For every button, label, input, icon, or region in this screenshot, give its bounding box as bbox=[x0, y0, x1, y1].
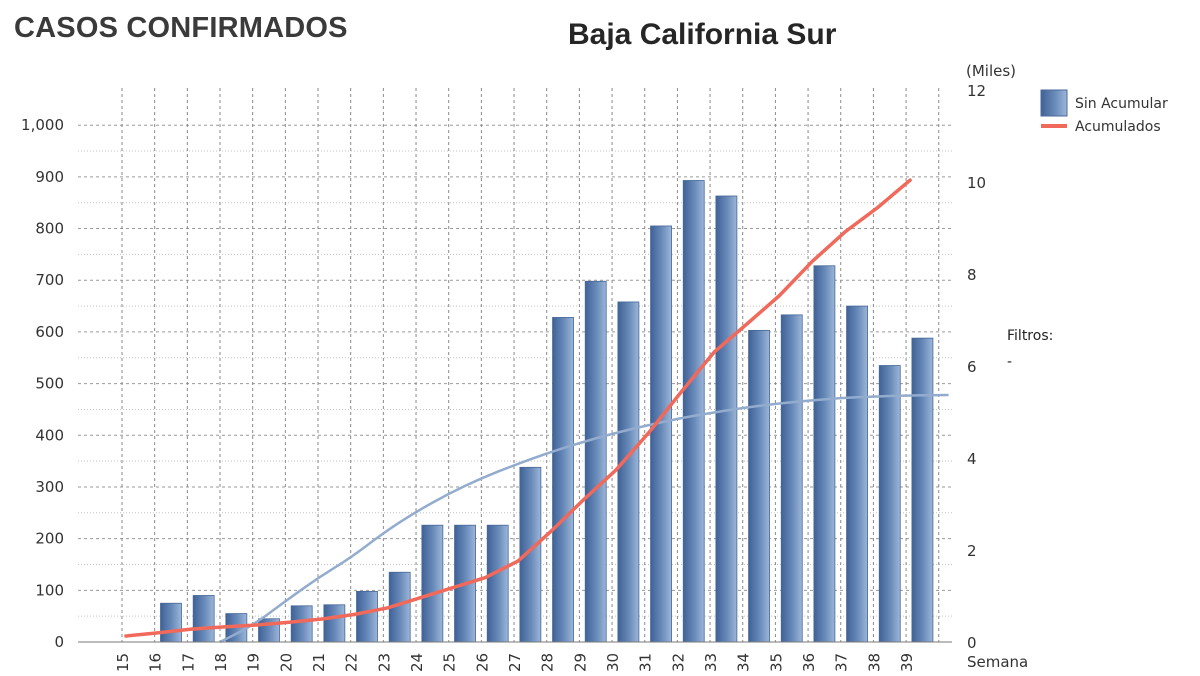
legend-label-acumulados: Acumulados bbox=[1075, 119, 1161, 135]
y-tick-label: 600 bbox=[35, 323, 64, 341]
y2-tick-label: 0 bbox=[967, 634, 977, 652]
x-tick-label: 25 bbox=[441, 653, 459, 672]
x-tick-label: 24 bbox=[408, 653, 426, 672]
legend: Sin Acumular Acumulados bbox=[1040, 89, 1168, 135]
x-tick-label: 22 bbox=[343, 653, 361, 672]
bar bbox=[682, 180, 705, 643]
x-tick-label: 17 bbox=[179, 653, 197, 672]
x-axis-label: Semana bbox=[967, 653, 1028, 671]
bar bbox=[878, 365, 901, 643]
y-tick-label: 400 bbox=[35, 426, 64, 444]
trendline bbox=[219, 393, 949, 644]
y2-axis-label: (Miles) bbox=[966, 62, 1016, 80]
y2-tick-label: 6 bbox=[967, 358, 977, 376]
page-title: CASOS CONFIRMADOS bbox=[14, 12, 348, 44]
bar bbox=[290, 605, 313, 643]
x-tick-label: 26 bbox=[473, 653, 491, 672]
axes: 01002003004005006007008009001,0000246810… bbox=[21, 62, 1028, 672]
x-tick-label: 21 bbox=[310, 653, 328, 672]
y-tick-label: 500 bbox=[35, 375, 64, 393]
bar bbox=[846, 305, 868, 643]
x-tick-label: 29 bbox=[571, 653, 589, 672]
y-tick-label: 300 bbox=[35, 478, 64, 496]
x-tick-label: 38 bbox=[865, 653, 883, 672]
filters-value: - bbox=[1007, 354, 1013, 370]
x-tick-label: 18 bbox=[212, 653, 230, 672]
bar bbox=[617, 301, 640, 643]
bar bbox=[486, 524, 509, 643]
x-tick-label: 39 bbox=[898, 653, 916, 672]
bar bbox=[715, 195, 738, 643]
x-tick-label: 31 bbox=[637, 653, 655, 672]
y-tick-label: 200 bbox=[35, 530, 64, 548]
y-tick-label: 0 bbox=[54, 633, 64, 651]
bar bbox=[552, 317, 574, 643]
y-tick-label: 1,000 bbox=[21, 116, 64, 134]
y-tick-label: 900 bbox=[35, 168, 64, 186]
x-tick-label: 20 bbox=[277, 653, 295, 672]
filters-panel: Filtros: - bbox=[1007, 328, 1053, 370]
gridlines bbox=[78, 88, 952, 642]
filters-label: Filtros: bbox=[1007, 328, 1054, 344]
x-tick-label: 33 bbox=[702, 653, 720, 672]
y-tick-label: 700 bbox=[35, 271, 64, 289]
bar bbox=[421, 524, 444, 643]
x-tick-label: 15 bbox=[114, 653, 132, 672]
y2-tick-label: 2 bbox=[967, 542, 977, 560]
bar bbox=[356, 590, 378, 643]
trendline-path bbox=[219, 393, 949, 644]
y2-tick-label: 8 bbox=[967, 266, 977, 284]
bar bbox=[911, 337, 934, 643]
y-tick-label: 100 bbox=[35, 581, 64, 599]
bar-series-sin-acumular bbox=[160, 180, 934, 643]
bar bbox=[160, 602, 182, 643]
chart-title: Baja California Sur bbox=[568, 18, 837, 51]
x-tick-label: 37 bbox=[833, 653, 851, 672]
x-tick-label: 35 bbox=[767, 653, 785, 672]
legend-swatch-sin-acumular bbox=[1040, 89, 1068, 117]
x-tick-label: 19 bbox=[245, 653, 263, 672]
line-series-acumulados bbox=[124, 178, 912, 638]
bar bbox=[650, 225, 672, 643]
x-tick-label: 23 bbox=[375, 653, 393, 672]
bar bbox=[748, 329, 770, 643]
x-tick-label: 16 bbox=[147, 653, 165, 672]
bar bbox=[780, 314, 803, 643]
bar bbox=[813, 265, 836, 643]
y2-tick-label: 4 bbox=[967, 450, 977, 468]
x-tick-label: 36 bbox=[800, 653, 818, 672]
x-tick-label: 28 bbox=[539, 653, 557, 672]
y2-tick-label: 10 bbox=[967, 174, 986, 192]
y-tick-label: 800 bbox=[35, 220, 64, 238]
bar bbox=[584, 280, 607, 643]
x-tick-label: 27 bbox=[506, 653, 524, 672]
bar bbox=[192, 595, 215, 643]
legend-label-sin-acumular: Sin Acumular bbox=[1075, 96, 1168, 112]
x-tick-label: 32 bbox=[669, 653, 687, 672]
x-tick-label: 30 bbox=[604, 653, 622, 672]
x-tick-label: 34 bbox=[735, 653, 753, 672]
y2-tick-label: 12 bbox=[967, 82, 986, 100]
bar bbox=[323, 604, 346, 643]
